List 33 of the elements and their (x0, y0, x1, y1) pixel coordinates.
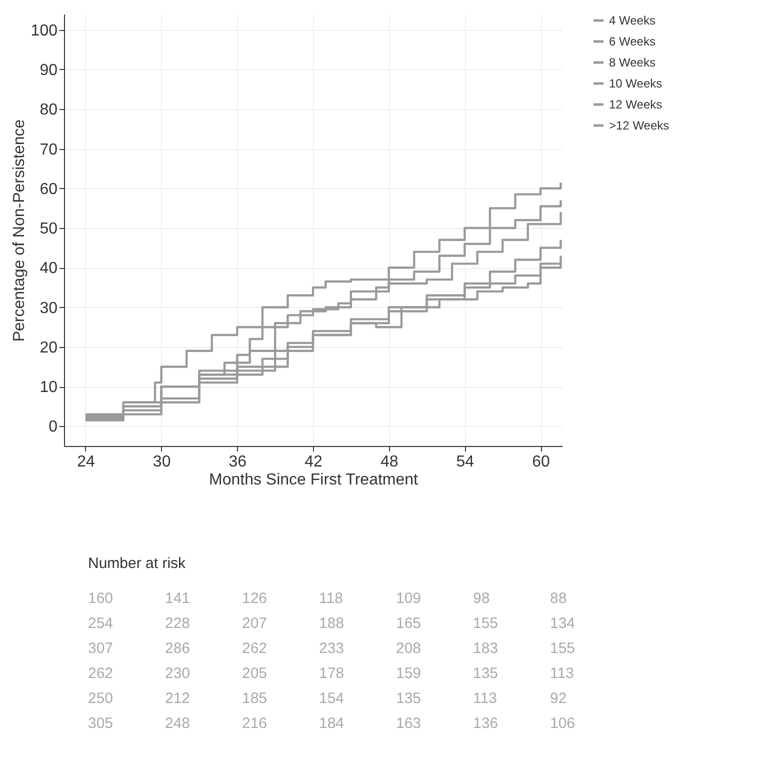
y-tick-label: 100 (30, 22, 58, 40)
y-tick-label: 10 (40, 379, 58, 396)
y-tick-label: 60 (40, 180, 58, 198)
legend-label: >12 Weeks (609, 118, 670, 132)
y-tick-label: 70 (40, 141, 58, 158)
text: 262 230 205 178 159 135 113 (88, 665, 574, 682)
text: 307 286 262 233 208 183 155 (88, 640, 576, 657)
legend-label: 10 Weeks (609, 76, 662, 90)
x-tick-label: 30 (152, 454, 171, 470)
legend-label: 6 Weeks (609, 34, 656, 48)
legend-label: 12 Weeks (609, 98, 662, 112)
x-tick-label: 48 (380, 454, 398, 470)
text: Number at risk (88, 555, 187, 572)
y-tick-label: 0 (48, 418, 58, 436)
y-tick-label: 80 (40, 102, 58, 119)
x-tick-label: 42 (304, 454, 322, 470)
x-axis-title: Months Since First Treatment (209, 472, 419, 488)
text: 160 141 126 118 109 98 88 (88, 590, 567, 607)
legend-label: 4 Weeks (609, 14, 656, 28)
x-tick-label: 24 (77, 454, 95, 470)
y-tick-label: 30 (40, 300, 58, 317)
x-tick-label: 54 (456, 454, 474, 470)
text: 305 248 216 184 163 136 106 (88, 715, 576, 732)
y-tick-label: 50 (40, 220, 58, 238)
text: 254 228 207 188 165 155 134 (88, 615, 576, 632)
y-tick-label: 20 (40, 339, 58, 356)
y-tick-label: 90 (40, 62, 58, 79)
legend-label: 8 Weeks (609, 56, 656, 70)
y-tick-label: 40 (40, 260, 58, 278)
x-tick-label: 36 (228, 454, 247, 470)
x-tick-label: 60 (532, 454, 550, 470)
text: 250 212 185 154 135 113 92 (88, 690, 567, 707)
y-axis-title: Percentage of Non-Persistence (10, 119, 28, 342)
